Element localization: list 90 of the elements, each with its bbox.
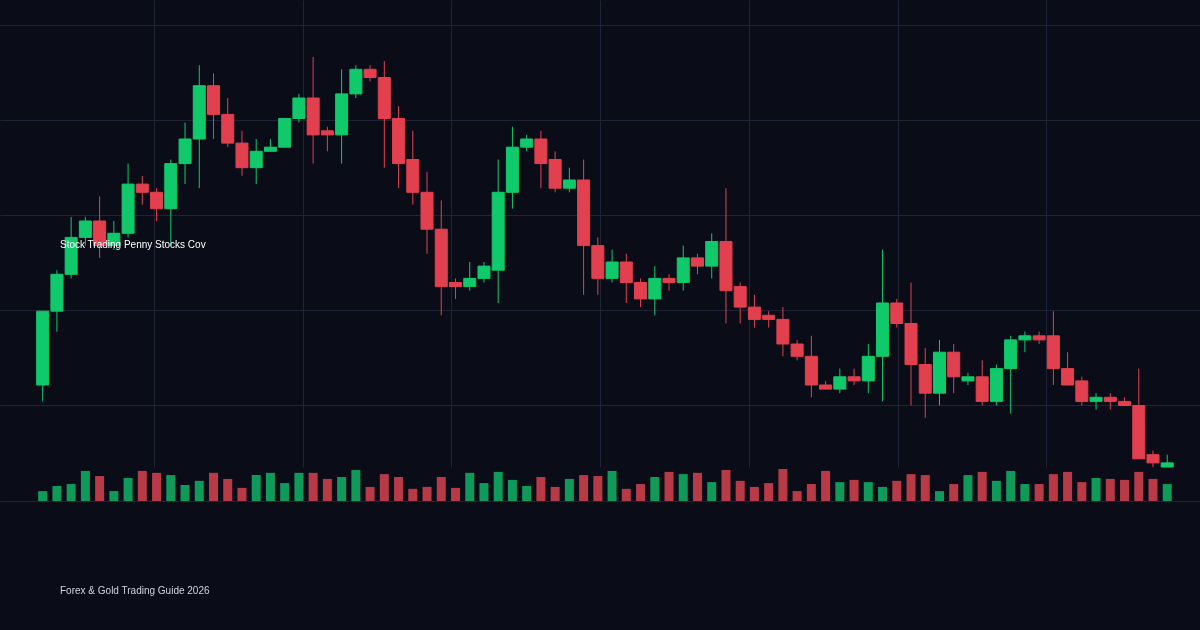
bar [265,472,275,501]
bar [251,475,261,501]
bar [707,482,717,501]
bar [607,470,617,501]
bar [650,477,660,501]
candlestick [562,167,576,193]
bar [1034,484,1044,501]
bar [664,471,674,501]
bar [735,480,745,501]
candlestick [1089,392,1103,411]
bar [109,491,119,501]
candlestick [847,368,861,386]
bar [522,485,532,501]
bar [1134,471,1144,501]
bar [1148,478,1158,501]
bar [749,486,759,501]
bar [166,475,176,501]
bar [1162,484,1172,501]
bar [678,474,688,501]
bar [1120,479,1130,501]
bar [507,479,517,501]
bar [1077,482,1087,501]
bar [835,482,845,501]
bar [237,487,247,501]
bar [365,486,375,501]
bar [450,487,460,501]
bar [1105,478,1115,501]
bar [80,470,90,501]
bar [593,476,603,501]
bar [920,475,930,501]
bar [764,483,774,501]
bar [194,480,204,501]
bar [1063,471,1073,501]
bar [280,483,290,501]
bar [1006,470,1016,501]
bar [180,485,190,501]
bar [721,469,731,501]
candlestick [961,372,975,386]
bar [1091,477,1101,501]
bar [436,477,446,501]
bar [209,472,218,501]
bar [892,480,902,501]
bar [550,486,560,501]
bar [949,484,959,501]
bar [465,472,475,501]
bar [579,475,589,501]
bar [223,478,233,501]
bar [849,479,859,501]
bar [636,484,646,501]
bar [38,491,48,501]
bar [963,475,973,501]
bar [294,472,304,501]
bar [379,474,389,501]
candlestick [605,249,619,283]
bar [806,484,816,501]
bar [66,484,76,501]
candlestick [690,253,704,275]
candlestick [648,265,662,316]
candlestick [662,273,676,292]
bar [621,488,631,501]
bar [934,491,944,501]
bar [1020,484,1030,501]
bar [308,472,318,501]
bar [322,478,332,501]
bar [778,469,788,501]
bar [137,470,147,501]
bar [422,486,432,501]
text: Forex & Gold Trading Guide 2026 [60,585,210,596]
bar [1048,474,1058,501]
bar [408,488,418,501]
bar [479,483,489,501]
bar [536,477,546,501]
bar [878,486,888,501]
bar [906,474,916,501]
bar [152,472,162,501]
candlestick [833,368,847,394]
bar [337,477,347,501]
bar [493,471,503,501]
bar [351,469,361,501]
bar [95,476,105,501]
bar [863,482,873,501]
bar [977,471,987,501]
bar [991,480,1001,501]
bar [123,477,133,501]
bar [564,478,574,501]
bar [792,491,802,501]
bar [394,477,404,501]
bar [52,485,62,501]
bar [692,472,702,501]
bar [821,470,831,501]
